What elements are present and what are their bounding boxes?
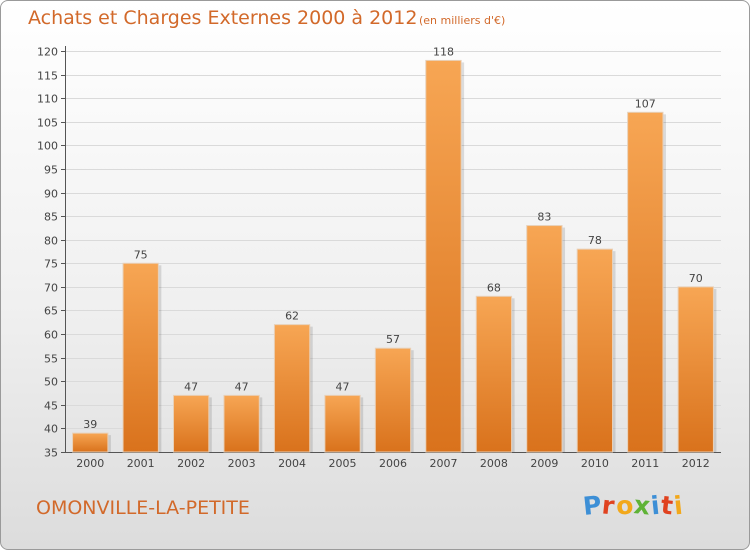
proxiti-logo: Proxiti bbox=[582, 490, 685, 521]
data-label-2012: 70 bbox=[689, 272, 703, 285]
y-tick-label: 35 bbox=[44, 447, 58, 460]
commune-name: OMONVILLE-LA-PETITE bbox=[36, 497, 250, 519]
y-tick-label: 80 bbox=[44, 235, 58, 248]
y-tick-label: 90 bbox=[44, 188, 58, 201]
x-tick-label-2006: 2006 bbox=[379, 457, 407, 470]
y-tick-label: 45 bbox=[44, 400, 58, 413]
y-tick-label: 120 bbox=[37, 46, 58, 59]
data-label-2009: 83 bbox=[537, 211, 551, 224]
bar-2002 bbox=[172, 394, 210, 453]
data-label-2000: 39 bbox=[83, 418, 97, 431]
x-tick-label-2009: 2009 bbox=[530, 457, 558, 470]
data-label-2007: 118 bbox=[433, 45, 454, 58]
bar-2000 bbox=[72, 432, 109, 453]
x-tick-label-2000: 2000 bbox=[76, 457, 104, 470]
chart-title: Achats et Charges Externes 2000 à 2012 bbox=[28, 7, 418, 29]
data-label-2005: 47 bbox=[336, 380, 350, 393]
x-tick-labels: 2000 2001 2002 2003 2004 2005 2006 2007 2008 2009… bbox=[76, 457, 710, 470]
brand-letter: i bbox=[672, 490, 685, 521]
bar-2007 bbox=[425, 59, 462, 453]
y-tick-label: 50 bbox=[44, 376, 58, 389]
y-tick-label: 105 bbox=[37, 117, 58, 130]
data-labels: 39 75 47 47 62 47 57 118 68 83 78 107 70 bbox=[83, 45, 703, 431]
x-tick-label-2005: 2005 bbox=[329, 457, 357, 470]
bar-2005 bbox=[324, 394, 361, 453]
y-tick-label: 70 bbox=[44, 282, 58, 295]
y-tick-label: 85 bbox=[44, 211, 58, 224]
y-tick-label: 110 bbox=[37, 93, 58, 106]
data-label-2003: 47 bbox=[235, 380, 249, 393]
y-tick-label: 60 bbox=[44, 329, 58, 342]
y-tick-label: 95 bbox=[44, 164, 58, 177]
y-tick-label: 115 bbox=[37, 70, 58, 83]
x-tick-label-2003: 2003 bbox=[228, 457, 256, 470]
bar-2009 bbox=[526, 225, 563, 453]
bar-2003 bbox=[223, 394, 260, 453]
bar-2006 bbox=[374, 347, 412, 453]
y-tick-labels: 35 40 45 50 55 60 65 70 75 80 85 90 95 100 105 110 115 12… bbox=[37, 46, 58, 460]
x-tick-label-2011: 2011 bbox=[631, 457, 659, 470]
data-label-2004: 62 bbox=[285, 310, 299, 323]
bar-2012 bbox=[677, 286, 714, 453]
y-tick-label: 40 bbox=[44, 423, 58, 436]
bar-2004 bbox=[273, 324, 311, 453]
data-label-2006: 57 bbox=[386, 333, 400, 346]
bar-2011 bbox=[627, 111, 664, 453]
data-label-2001: 75 bbox=[134, 248, 148, 261]
x-tick-label-2010: 2010 bbox=[581, 457, 609, 470]
x-tick-label-2012: 2012 bbox=[682, 457, 710, 470]
y-tick-label: 100 bbox=[37, 140, 58, 153]
bar-2010 bbox=[576, 248, 614, 453]
bars bbox=[72, 59, 717, 453]
x-tick-label-2001: 2001 bbox=[127, 457, 155, 470]
data-label-2008: 68 bbox=[487, 281, 501, 294]
y-tick-label: 65 bbox=[44, 305, 58, 318]
x-tick-label-2007: 2007 bbox=[429, 457, 457, 470]
data-label-2011: 107 bbox=[635, 97, 656, 110]
y-tick-label: 55 bbox=[44, 353, 58, 366]
chart-subtitle: (en milliers d'€) bbox=[419, 14, 506, 27]
x-tick-label-2004: 2004 bbox=[278, 457, 306, 470]
data-label-2002: 47 bbox=[184, 380, 198, 393]
y-tick-label: 75 bbox=[44, 258, 58, 271]
x-tick-label-2008: 2008 bbox=[480, 457, 508, 470]
bar-2001 bbox=[122, 262, 159, 453]
data-label-2010: 78 bbox=[588, 234, 602, 247]
bar-2008 bbox=[475, 295, 513, 453]
x-tick-label-2002: 2002 bbox=[177, 457, 205, 470]
